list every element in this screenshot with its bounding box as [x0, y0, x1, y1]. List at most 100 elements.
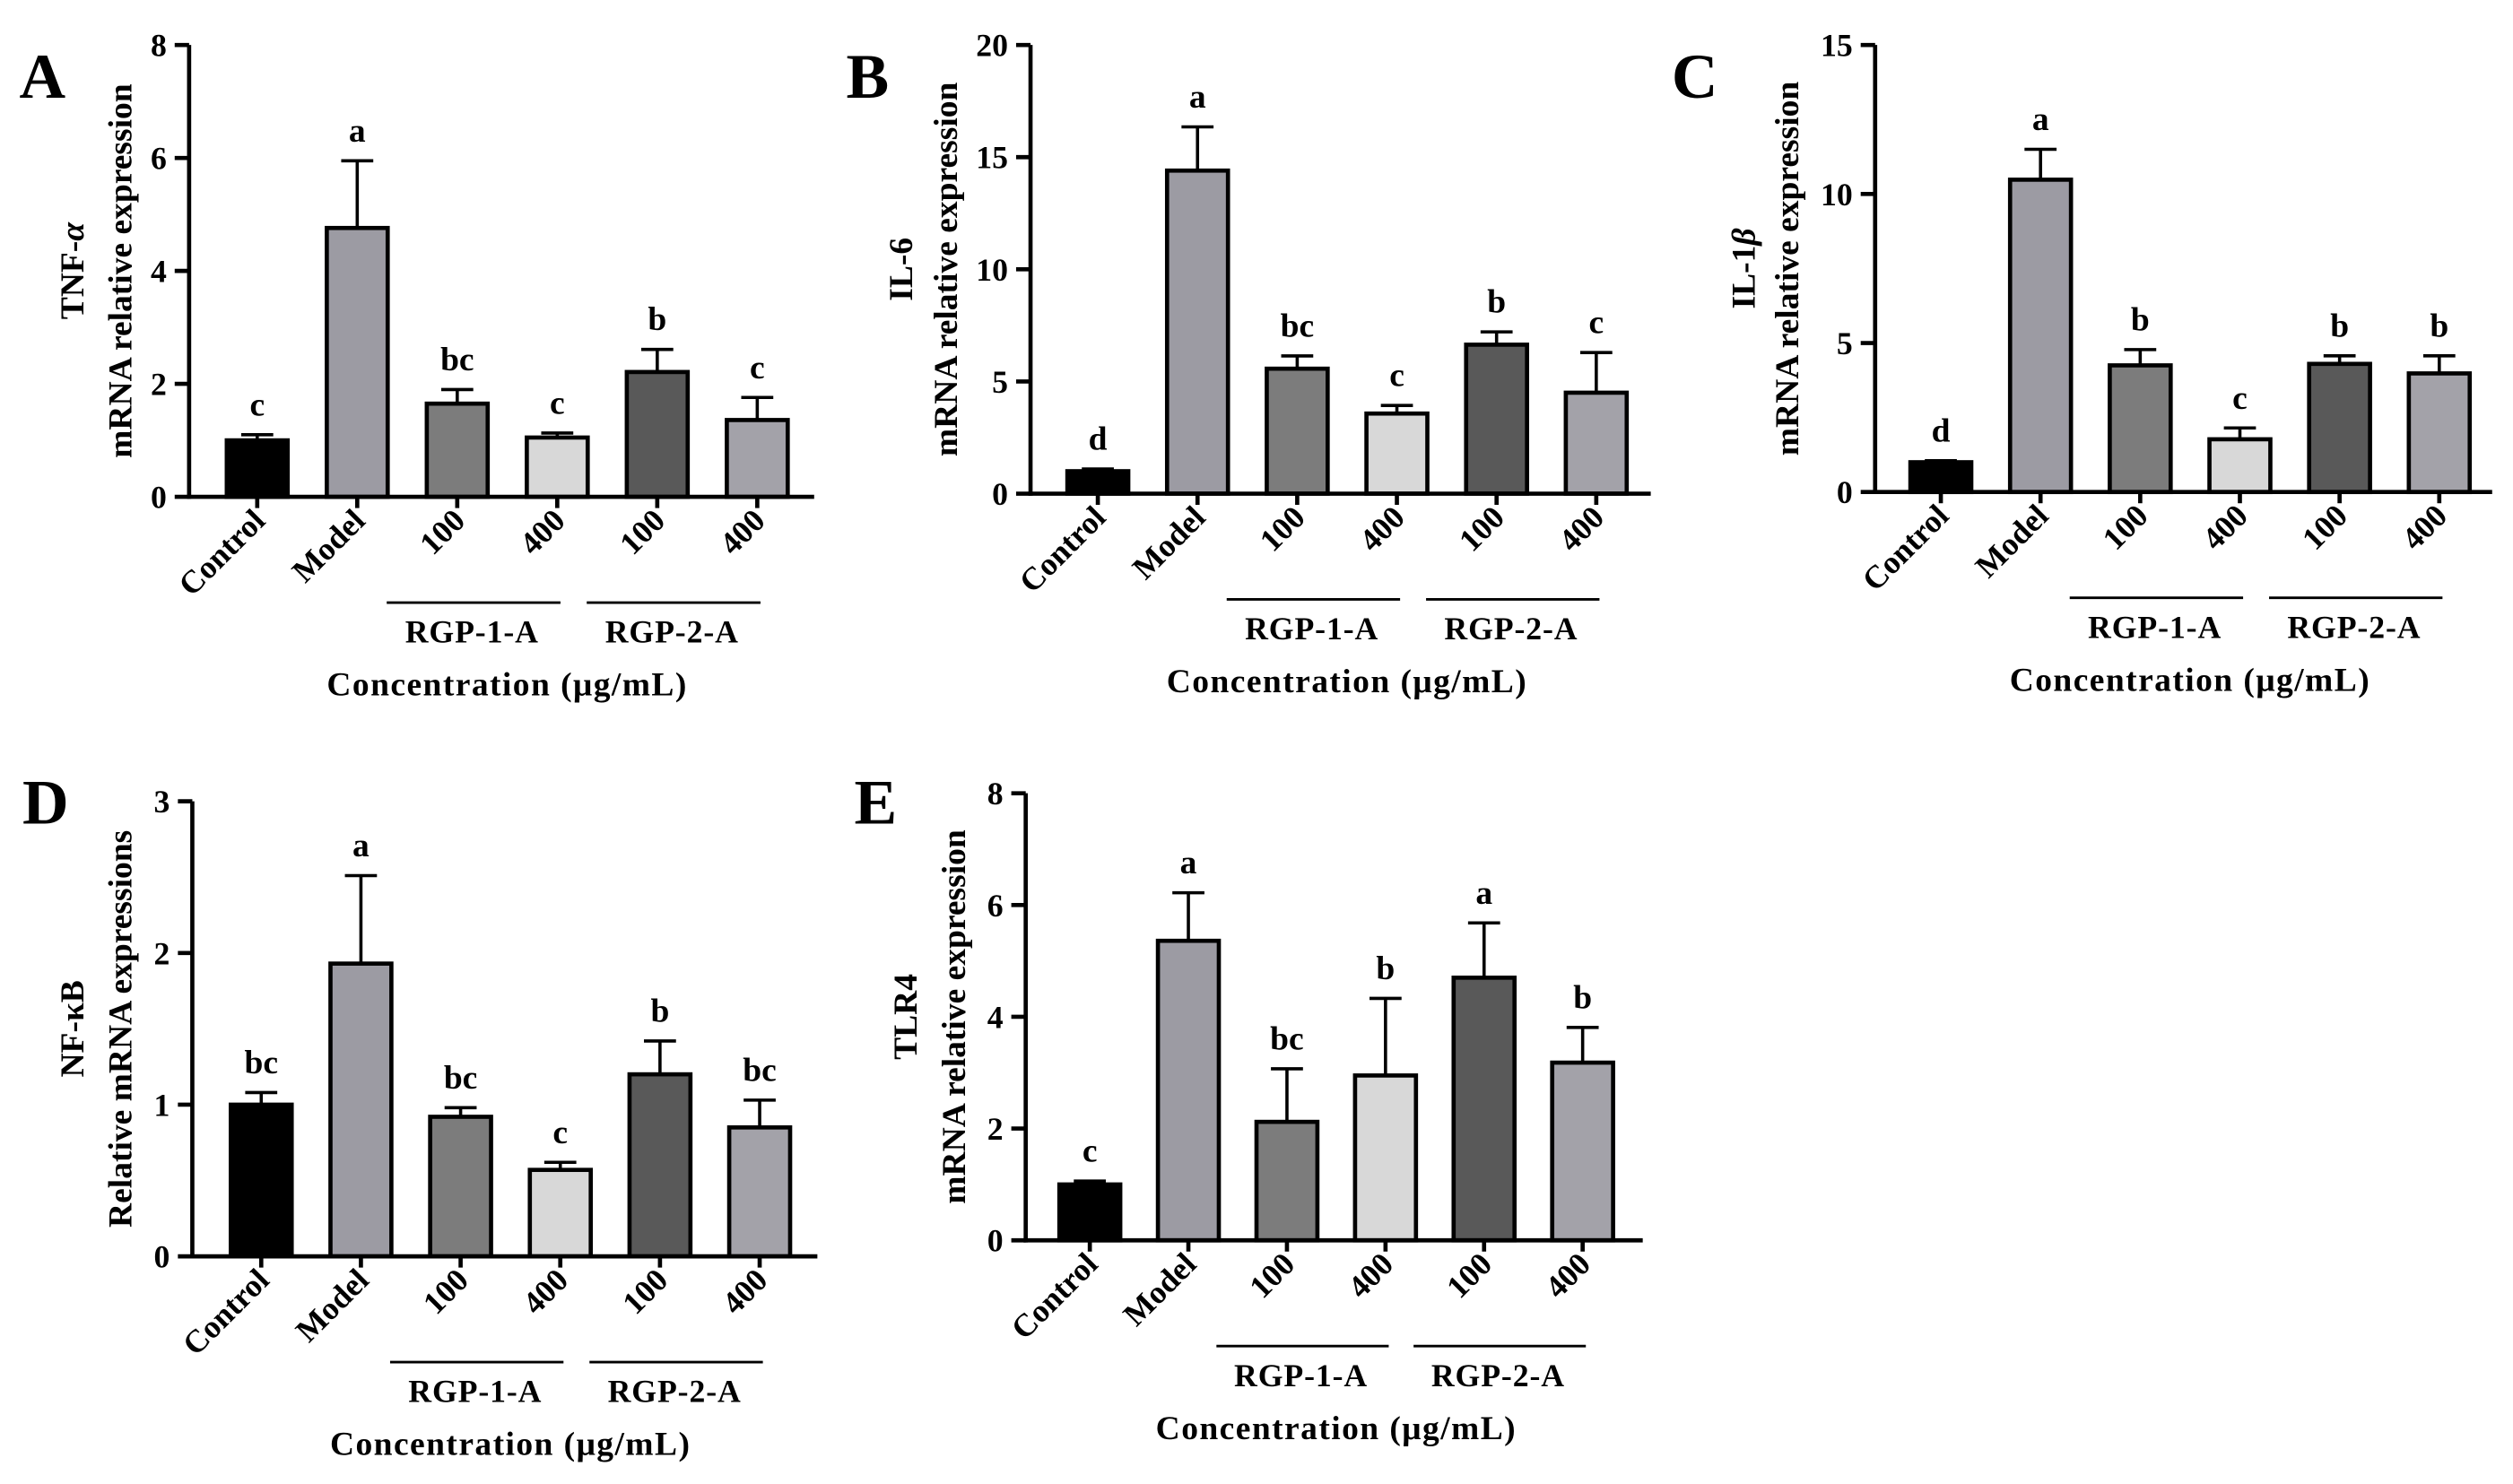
- y-tick-label: 20: [976, 28, 1008, 64]
- category-label: 100: [416, 1262, 475, 1321]
- bar: [224, 438, 291, 499]
- bar: [428, 1115, 493, 1259]
- significance-label: a: [1475, 875, 1492, 912]
- category-label: 400: [1538, 1245, 1597, 1305]
- bar: [1451, 976, 1517, 1243]
- category-label: Model: [1116, 1245, 1203, 1332]
- significance-label: c: [1389, 358, 1404, 395]
- bar: [2406, 371, 2473, 495]
- category-label: Control: [171, 502, 272, 603]
- y-tick-label: 0: [992, 476, 1008, 512]
- panel-label: A: [19, 41, 65, 112]
- category-label: 100: [1452, 499, 1511, 558]
- significance-label: b: [2430, 308, 2448, 344]
- bar: [1155, 938, 1222, 1243]
- significance-label: a: [2032, 101, 2049, 138]
- panel-label: B: [847, 41, 890, 112]
- category-label: 400: [715, 1262, 774, 1321]
- y-axis-title: IL-1β: [1726, 228, 1763, 308]
- y-tick-label: 0: [987, 1223, 1004, 1259]
- y-axis-title: Relative mRNA expressions: [103, 830, 140, 1228]
- y-tick-label: 5: [1837, 325, 1853, 361]
- panel-d: DNF-κB Relative mRNA expressions0123bcCon…: [22, 768, 818, 1463]
- bar: [2307, 361, 2372, 495]
- bar: [725, 418, 790, 499]
- y-axis-title: TNF-α: [55, 221, 91, 320]
- category-label: 400: [2395, 498, 2454, 557]
- significance-label: a: [352, 828, 370, 864]
- y-tick-label: 2: [987, 1111, 1004, 1147]
- bar: [525, 435, 590, 499]
- y-tick-label: 5: [992, 364, 1008, 400]
- significance-label: c: [1083, 1133, 1098, 1170]
- y-tick-label: 0: [151, 480, 167, 516]
- y-axis-title: NF-κB: [55, 980, 91, 1077]
- bar: [1164, 168, 1230, 496]
- significance-label: b: [648, 301, 666, 338]
- y-tick-label: 8: [987, 776, 1004, 811]
- significance-label: b: [1487, 284, 1506, 321]
- significance-label: c: [750, 350, 765, 386]
- category-label: 100: [2096, 498, 2155, 557]
- significance-label: c: [249, 386, 265, 423]
- bar: [1563, 390, 1630, 496]
- y-tick-label: 2: [151, 367, 167, 403]
- significance-label: b: [1573, 979, 1592, 1016]
- significance-label: b: [650, 993, 669, 1029]
- x-axis-title: Concentration (μg/mL): [1156, 1410, 1517, 1447]
- significance-label: bc: [743, 1052, 777, 1089]
- y-tick-label: 4: [151, 254, 167, 290]
- panel-label: D: [22, 768, 69, 838]
- significance-label: bc: [1270, 1020, 1304, 1057]
- y-tick-label: 10: [976, 252, 1008, 288]
- significance-label: a: [1180, 845, 1197, 881]
- group-label: RGP-2-A: [608, 1374, 742, 1410]
- bar: [1254, 1119, 1320, 1243]
- bar: [1352, 1073, 1419, 1243]
- y-tick-label: 4: [987, 999, 1004, 1035]
- category-label: 100: [413, 502, 472, 561]
- category-label: 100: [615, 1262, 674, 1321]
- bar: [1908, 460, 1974, 495]
- category-label: 400: [2196, 498, 2255, 557]
- bar: [624, 369, 691, 499]
- bar: [1550, 1060, 1615, 1243]
- bar: [229, 1102, 294, 1259]
- y-tick-label: 8: [151, 28, 167, 64]
- y-tick-label: 15: [976, 140, 1008, 176]
- panel-e: E TLR4 mRNA relative expression 0 2 4 6 8 c Contr…: [854, 768, 1643, 1447]
- significance-label: c: [1589, 305, 1604, 342]
- category-label: Control: [1012, 499, 1112, 599]
- y-tick-label: 0: [154, 1239, 170, 1275]
- y-axis-title: mRNA relative expression: [928, 82, 965, 456]
- significance-label: b: [1376, 950, 1395, 987]
- category-label: 400: [1341, 1245, 1400, 1305]
- bar: [424, 401, 491, 499]
- category-label: Model: [1126, 499, 1213, 586]
- bar: [325, 225, 390, 499]
- y-tick-label: 6: [151, 141, 167, 177]
- y-tick-label: 3: [154, 784, 170, 820]
- category-label: 100: [1439, 1245, 1499, 1305]
- y-axis-title: TLR4: [888, 974, 925, 1060]
- x-axis-title: Concentration (μg/mL): [326, 667, 687, 704]
- category-label: 400: [1352, 499, 1412, 558]
- panel-c: CIL-1β mRNA relative expression051015dCon…: [1672, 28, 2492, 699]
- group-label: RGP-2-A: [1444, 611, 1578, 647]
- group-label: RGP-1-A: [405, 614, 539, 650]
- bar: [1265, 366, 1330, 496]
- significance-label: d: [1089, 421, 1108, 458]
- bar: [1065, 469, 1131, 496]
- group-label: RGP-1-A: [2088, 609, 2222, 645]
- bar: [627, 1072, 693, 1259]
- group-label: RGP-2-A: [1431, 1358, 1565, 1393]
- significance-label: b: [2131, 301, 2150, 338]
- panel-b: B IL-6 mRNA relative expression 0 5 10 15 20 d Co…: [847, 28, 1651, 700]
- y-tick-label: 10: [1821, 177, 1853, 213]
- significance-label: c: [552, 1115, 568, 1151]
- y-tick-label: 6: [987, 888, 1004, 924]
- category-label: 100: [1253, 499, 1312, 558]
- y-axis-title-part: IL-1: [1726, 246, 1763, 309]
- category-label: 100: [2295, 498, 2354, 557]
